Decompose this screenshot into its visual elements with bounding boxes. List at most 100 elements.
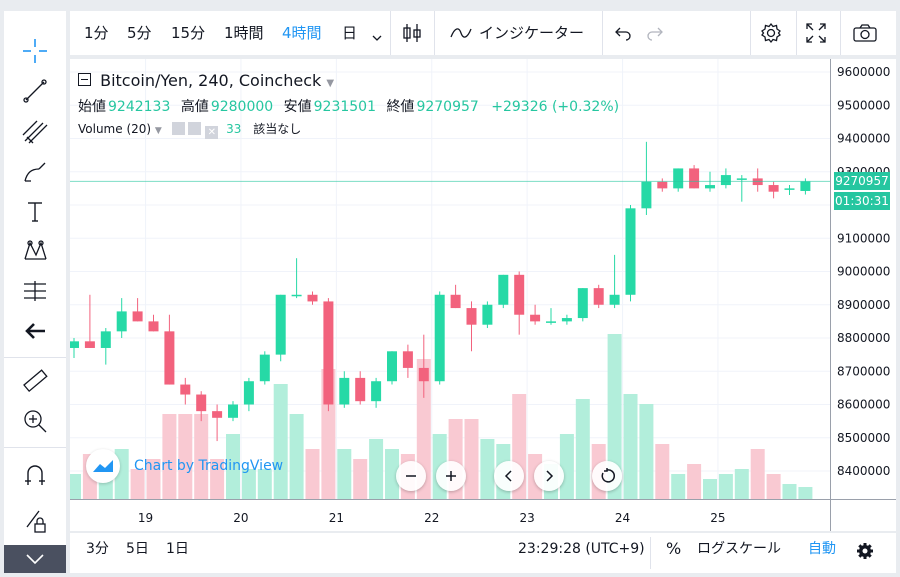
arrow-left-icon[interactable] (4, 313, 66, 349)
range-5d[interactable]: 5日 (126, 541, 149, 557)
fullscreen-icon[interactable] (805, 22, 827, 48)
pattern-icon[interactable] (4, 233, 66, 269)
volume-bar (750, 449, 765, 499)
zoom-in-icon[interactable] (4, 403, 66, 439)
high-value: 9280000 (210, 99, 274, 115)
interval-5m[interactable]: 5分 (127, 24, 152, 42)
magnet-icon[interactable] (4, 457, 66, 493)
visibility-icon[interactable] (171, 122, 185, 135)
range-1d[interactable]: 1日 (166, 541, 189, 557)
volume-bar (480, 439, 495, 499)
auto-scale-toggle[interactable]: 自動 (808, 541, 836, 557)
zoom-in-button[interactable] (436, 461, 466, 491)
candle-body (673, 168, 684, 189)
legend-collapse-icon[interactable] (78, 73, 91, 86)
range-3m[interactable]: 3分 (86, 541, 109, 557)
chevron-down-icon[interactable] (372, 28, 382, 47)
percent-toggle[interactable]: % (666, 539, 682, 558)
indicators-button[interactable]: インジケーター (479, 24, 585, 42)
volume-bar (337, 449, 352, 499)
candle-body (307, 294, 318, 302)
candle-body (291, 294, 302, 297)
candle-body (180, 384, 191, 395)
candle-body (609, 294, 620, 305)
volume-bar (718, 474, 733, 499)
trend-line-icon[interactable] (4, 73, 66, 109)
candle-body (434, 294, 445, 382)
zoom-out-button[interactable] (396, 461, 426, 491)
interval-1d[interactable]: 日 (342, 24, 358, 42)
scroll-left-button[interactable] (494, 461, 524, 491)
tradingview-watermark[interactable]: Chart by TradingView (86, 449, 283, 483)
candle-body (657, 181, 668, 189)
crosshair-icon[interactable] (4, 33, 66, 69)
candle-body (212, 411, 223, 418)
candle-body (800, 181, 811, 191)
interval-4h[interactable]: 4時間 (282, 24, 322, 42)
candle-body (593, 288, 604, 305)
prediction-measure-icon[interactable] (4, 273, 66, 309)
interval-1h[interactable]: 1時間 (224, 24, 264, 42)
volume-bar (575, 399, 590, 499)
legend-menu-icon[interactable]: ▼ (326, 78, 335, 89)
interval-1m[interactable]: 1分 (84, 24, 109, 42)
price-tick-label: 8400000 (837, 464, 890, 478)
top-toolbar: 1分 5分 15分 1時間 4時間 日 インジケーター (70, 11, 896, 55)
gear-icon[interactable] (760, 22, 782, 48)
candle-body (371, 381, 382, 402)
brush-icon[interactable] (4, 153, 66, 189)
gear-icon[interactable] (856, 542, 874, 564)
volume-bar (194, 414, 209, 499)
collapse-toolbar-button[interactable] (4, 545, 66, 573)
candle-body (355, 377, 366, 402)
candle-body (720, 175, 731, 186)
log-scale-toggle[interactable]: ログスケール (697, 541, 781, 557)
volume-value: 33 (226, 122, 242, 136)
volume-legend[interactable]: Volume (20) ▼ ✕ 33 該当なし (78, 120, 301, 139)
scroll-right-button[interactable] (534, 461, 564, 491)
symbol-legend[interactable]: Bitcoin/Yen, 240, Coincheck ▼ (78, 71, 334, 90)
volume-bar (671, 474, 686, 499)
candle-body (243, 381, 254, 405)
camera-icon[interactable] (852, 23, 878, 47)
candle-body (466, 308, 477, 325)
ruler-icon[interactable] (4, 363, 66, 399)
reset-chart-button[interactable] (592, 461, 622, 491)
indicators-icon[interactable] (450, 25, 472, 45)
volume-bar (782, 484, 797, 499)
undo-icon[interactable] (612, 25, 632, 45)
volume-bar (353, 459, 368, 499)
volume-ma-value: 該当なし (253, 122, 302, 136)
volume-bar (226, 434, 240, 499)
volume-bar (798, 487, 813, 499)
candle-body (482, 304, 493, 325)
low-value: 9231501 (313, 99, 376, 115)
candle-body (498, 274, 509, 305)
open-label: 始値 (78, 99, 106, 115)
volume-bar (607, 334, 622, 499)
volume-bar (305, 449, 320, 499)
candle-body (705, 185, 715, 189)
candle-body (84, 341, 95, 348)
redo-icon[interactable] (646, 25, 666, 45)
interval-15m[interactable]: 15分 (171, 24, 206, 42)
candle-body (387, 351, 397, 382)
candle-body (450, 294, 461, 309)
ohlc-legend: 始値 9242133 高値 9280000 安値 9231501 終値 9270957 … (78, 96, 619, 116)
symbol-title: Bitcoin/Yen, 240, Coincheck (100, 71, 322, 90)
remove-icon[interactable]: ✕ (205, 126, 219, 139)
settings-small-icon[interactable] (188, 122, 202, 135)
candlestick-type-icon[interactable] (400, 22, 424, 48)
text-tool-icon[interactable] (4, 193, 66, 229)
price-chart[interactable]: 8400000 8500000 8600000 8700000 8800000 89000… (70, 59, 896, 531)
time-tick-label: 20 (233, 511, 248, 525)
tradingview-logo-icon (86, 449, 120, 483)
candle-body (514, 274, 525, 315)
candle-body (784, 188, 795, 190)
legend-menu-icon[interactable]: ▼ (154, 126, 162, 136)
lock-drawing-icon[interactable] (4, 503, 66, 539)
pitchfork-icon[interactable] (4, 113, 66, 149)
volume-bar (369, 439, 384, 499)
volume-bar (766, 474, 781, 499)
volume-bar (687, 464, 702, 499)
